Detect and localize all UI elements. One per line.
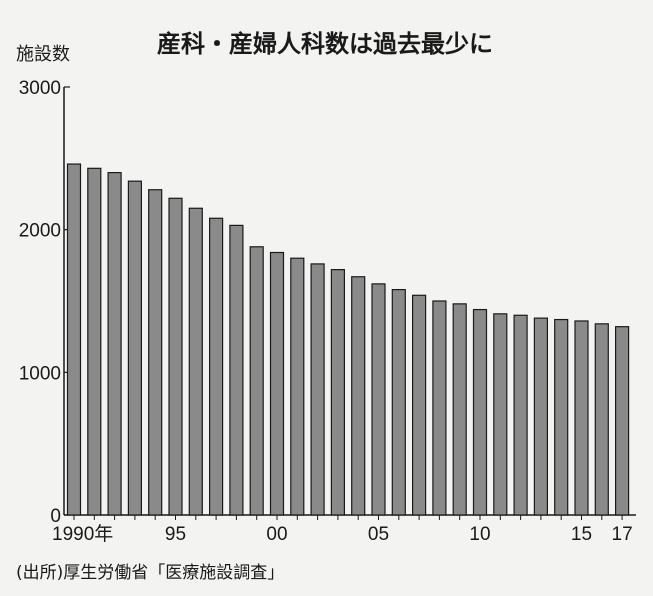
bar-1990 [66,163,82,516]
bar-2004 [351,276,366,516]
bar-1997 [209,217,224,516]
bar-2009 [452,303,467,516]
y-tick-label: 2000 [19,221,61,242]
source-note: (出所)厚生労働省「医療施設調査」 [16,563,284,583]
x-tick-label: 15 [571,524,592,545]
bar-1999 [249,246,264,516]
bar-1993 [127,180,142,516]
bar-2006 [391,288,406,516]
bar-1996 [188,207,203,516]
bar-2007 [412,294,427,516]
x-tick-label: 00 [266,524,287,545]
bar-2016 [594,323,609,516]
bar-2017 [614,326,630,516]
bar-2003 [330,269,345,516]
x-tick-label: 1990年 [52,523,113,545]
y-tick-label: 3000 [19,78,61,99]
bar-2011 [493,313,508,516]
bar-2015 [574,320,589,516]
bar-2001 [290,257,305,516]
x-tick-label: 05 [368,524,389,545]
bar-1991 [87,167,102,516]
bar-1994 [148,189,163,516]
y-tick-label: 1000 [19,363,61,384]
bar-1998 [229,224,244,516]
bar-2000 [269,251,285,516]
bar-2014 [554,318,569,516]
y-tick-label: 0 [50,506,61,527]
bar-1995 [168,197,183,516]
plot-area: 0 1000 2000 3000 1990年 95 00 05 10 15 17 [19,78,636,545]
bar-2012 [513,314,528,516]
bar-2008 [432,300,447,516]
x-tick-label: 10 [469,524,490,545]
bar-2013 [533,317,549,516]
x-tick-label: 95 [165,524,186,545]
bar-2005 [371,283,386,516]
bar-2002 [310,263,325,516]
bar-2010 [472,308,488,516]
bar-1992 [107,172,122,516]
x-tick-label: 17 [612,524,633,545]
chart-title: 産科・産婦人科数は過去最少に [157,30,493,58]
y-axis-label: 施設数 [16,44,70,65]
